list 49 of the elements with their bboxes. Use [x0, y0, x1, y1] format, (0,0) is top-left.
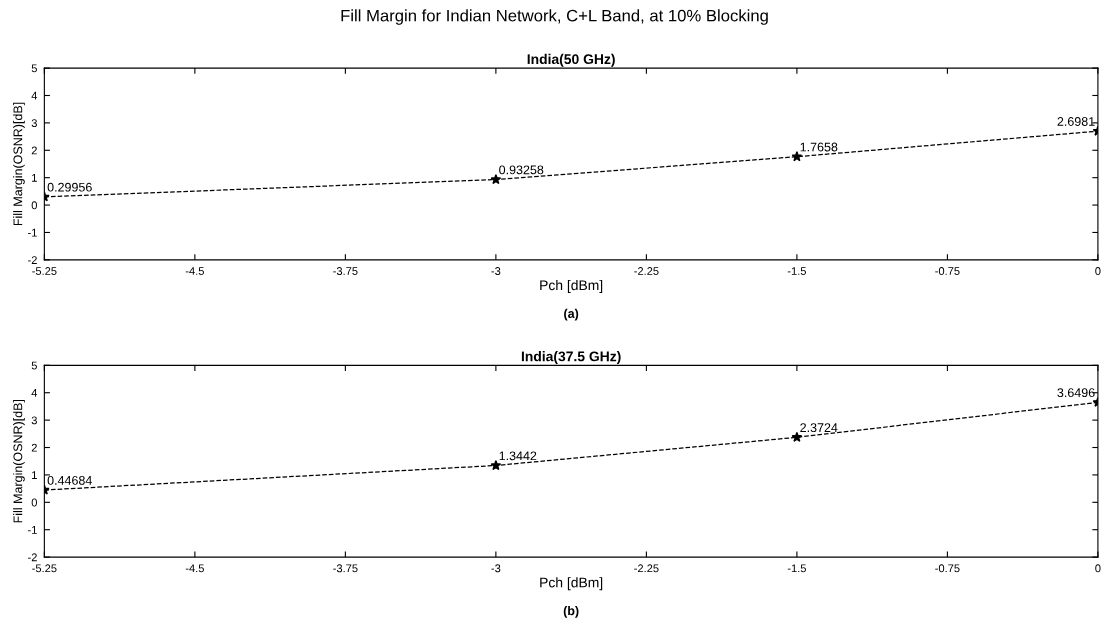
x-tick-label: 0 — [1095, 267, 1101, 275]
chart-subtitle: India(50 GHz) — [527, 53, 615, 67]
chart-title: Fill Margin for Indian Network, C+L Band, at 10% Blocking — [341, 9, 768, 25]
data-label: 2.3724 — [800, 423, 838, 433]
data-label: 0.93258 — [499, 165, 544, 175]
x-tick-label: -4.5 — [185, 564, 204, 573]
x-axis-title: Pch [dBm] — [540, 279, 603, 293]
x-axis-title: Pch [dBm] — [540, 577, 603, 591]
x-tick-label: -5.25 — [32, 267, 57, 275]
text: (b) — [563, 606, 579, 618]
y-axis-title: Fill Margin(OSNR)[dB] — [13, 399, 25, 523]
x-tick-label: -3.75 — [333, 267, 358, 275]
data-label: 1.3442 — [499, 451, 537, 461]
x-tick-label: -2.25 — [634, 267, 659, 275]
text: (a) — [564, 308, 579, 321]
data-label: 0.29956 — [47, 182, 92, 192]
data-label: 0.44684 — [47, 475, 92, 485]
x-tick-label: -2.25 — [634, 564, 659, 573]
y-tick-label: 1 — [32, 174, 37, 182]
x-tick-label: -5.25 — [32, 564, 57, 573]
y-tick-label: 1 — [32, 471, 37, 479]
y-tick-label: 0 — [31, 201, 37, 210]
data-label: 2.6981 — [1057, 117, 1095, 126]
y-tick-label: 0 — [31, 498, 37, 507]
y-tick-label: 5 — [31, 361, 37, 370]
x-tick-label: -1.5 — [787, 564, 806, 573]
y-tick-label: 4 — [31, 389, 38, 397]
x-tick-label: -0.75 — [935, 564, 960, 573]
y-tick-label: 3 — [31, 416, 37, 425]
y-tick-label: -2 — [28, 553, 37, 562]
data-label: 1.7658 — [800, 142, 838, 152]
y-axis-title: Fill Margin(OSNR)[dB] — [13, 102, 25, 226]
y-tick-label: 5 — [31, 64, 37, 73]
y-tick-label: 2 — [31, 443, 37, 452]
x-tick-label: -3.75 — [333, 564, 358, 573]
y-tick-label: -1 — [28, 228, 37, 237]
y-tick-label: 4 — [31, 91, 38, 100]
chart-title: India(37.5 GHz) — [521, 351, 621, 365]
x-tick-label: -3 — [491, 267, 501, 275]
x-tick-label: -3 — [491, 564, 501, 573]
y-tick-label: -1 — [28, 526, 37, 534]
x-tick-label: 0 — [1095, 564, 1101, 573]
y-tick-label: 3 — [31, 119, 37, 128]
x-tick-label: -1.5 — [787, 267, 806, 275]
x-tick-label: -4.5 — [185, 267, 204, 275]
y-tick-label: -2 — [28, 256, 37, 264]
x-tick-label: -0.75 — [935, 267, 960, 275]
data-label: 3.6496 — [1057, 388, 1095, 398]
y-tick-label: 2 — [31, 146, 37, 155]
